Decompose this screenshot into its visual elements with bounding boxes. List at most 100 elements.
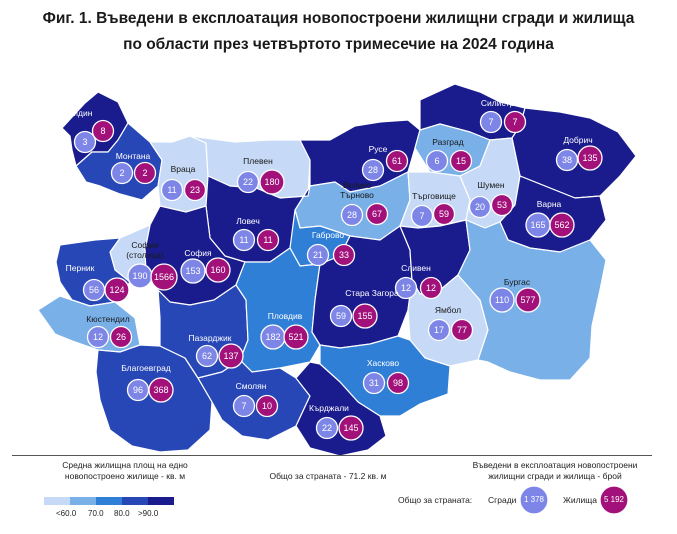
dwellings-count: 155 — [357, 311, 372, 321]
buildings-bubble — [479, 110, 503, 134]
legend-buildings-bubble — [519, 485, 549, 515]
buildings-count: 21 — [313, 250, 323, 260]
map-title-line-1: Фиг. 1. Въведени в експлоатация новопост… — [42, 10, 635, 27]
region-label: Добрич — [563, 135, 592, 145]
buildings-count: 96 — [133, 385, 143, 395]
buildings-count: 62 — [202, 351, 212, 361]
buildings-count: 59 — [336, 311, 346, 321]
dwellings-bubble — [577, 145, 603, 171]
dwellings-bubble — [104, 277, 130, 303]
region-label: Ловеч — [236, 216, 260, 226]
dwellings-count: 160 — [210, 265, 225, 275]
dwellings-bubble — [283, 324, 309, 350]
buildings-count: 20 — [475, 202, 485, 212]
buildings-count: 11 — [239, 235, 248, 245]
region-label: Велико — [343, 180, 372, 190]
buildings-bubble — [236, 170, 260, 194]
region-label: Враца — [171, 164, 196, 174]
buildings-count: 28 — [368, 165, 378, 175]
dwellings-count: 67 — [372, 209, 382, 219]
buildings-bubble — [195, 344, 219, 368]
buildings-count: 2 — [119, 168, 124, 178]
buildings-bubble — [340, 203, 364, 227]
buildings-count: 3 — [82, 137, 87, 147]
dwellings-count: 562 — [554, 220, 569, 230]
region-label: Кърджали — [309, 403, 349, 413]
buildings-count: 12 — [401, 283, 411, 293]
buildings-count: 182 — [265, 332, 280, 342]
buildings-bubble — [160, 178, 184, 202]
region-label: София — [131, 240, 159, 250]
dwellings-bubble — [133, 161, 157, 185]
region-label: Перник — [66, 263, 95, 273]
dwellings-bubble — [332, 243, 356, 267]
region-label: Търговище — [412, 191, 456, 201]
legend-dwellings-bubble — [599, 485, 629, 515]
legend-dwellings-label: Жилища — [563, 495, 598, 505]
legend-tick-80: 80.0 — [114, 509, 130, 518]
buildings-bubble — [468, 195, 492, 219]
region-label: Благоевград — [121, 363, 171, 373]
region-label: Габрово — [312, 230, 345, 240]
region-label: София — [184, 248, 212, 258]
dwellings-count: 61 — [392, 156, 402, 166]
dwellings-bubble — [259, 169, 285, 195]
dwellings-count: 180 — [264, 177, 279, 187]
dwellings-bubble — [218, 343, 244, 369]
buildings-count: 28 — [347, 210, 357, 220]
map-title-line-2: по области през четвъртото тримесечие на… — [123, 36, 554, 53]
region-label: Варна — [537, 199, 562, 209]
dwellings-count: 15 — [456, 156, 466, 166]
dwellings-count: 135 — [582, 153, 597, 163]
buildings-count: 31 — [369, 378, 379, 388]
region-label: Кюстендил — [86, 314, 130, 324]
buildings-bubble — [110, 161, 134, 185]
dwellings-bubble — [419, 276, 443, 300]
region-label: Стара Загора — [345, 288, 399, 298]
region-label: Хасково — [367, 358, 400, 368]
legend-separator — [12, 455, 652, 456]
buildings-count: 165 — [530, 220, 545, 230]
dwellings-count: 577 — [520, 295, 535, 305]
region-label: Сливен — [401, 263, 431, 273]
legend-buildings-total: 1 378 — [523, 495, 545, 504]
buildings-count: 7 — [488, 117, 493, 127]
region-label: Пловдив — [268, 311, 303, 321]
dwellings-count: 98 — [393, 378, 403, 388]
dwellings-count: 137 — [223, 351, 238, 361]
buildings-count: 22 — [322, 423, 332, 433]
legend-swatch-lt80 — [96, 497, 122, 505]
dwellings-bubble — [338, 415, 364, 441]
dwellings-bubble — [150, 263, 178, 291]
legend-swatch-gt90 — [148, 497, 174, 505]
buildings-bubble — [394, 276, 418, 300]
buildings-bubble — [315, 416, 339, 440]
dwellings-count: 77 — [457, 325, 467, 335]
dwellings-bubble — [255, 394, 279, 418]
region-label: Шумен — [477, 180, 505, 190]
buildings-bubble — [232, 394, 256, 418]
dwellings-bubble — [432, 202, 456, 226]
buildings-count: 7 — [241, 401, 246, 411]
country-total-label: Общо за страната: — [398, 495, 473, 505]
dwellings-count: 12 — [426, 283, 436, 293]
buildings-count: 38 — [562, 155, 572, 165]
buildings-bubble — [86, 325, 110, 349]
buildings-bubble — [306, 243, 330, 267]
dwellings-bubble — [183, 178, 207, 202]
dwellings-bubble — [385, 149, 409, 173]
buildings-count: 110 — [495, 295, 509, 305]
buildings-bubble — [73, 130, 97, 154]
counts-legend-title-line-2: жилищни сгради и жилища - брой — [488, 471, 622, 481]
dwellings-bubble — [515, 287, 541, 313]
buildings-count: 190 — [132, 271, 147, 281]
buildings-bubble — [329, 304, 353, 328]
region-label: Смолян — [236, 381, 267, 391]
dwellings-count: 1566 — [154, 272, 174, 282]
buildings-count: 22 — [243, 177, 253, 187]
buildings-count: 17 — [434, 325, 444, 335]
region-label: Пазарджик — [188, 333, 231, 343]
dwellings-bubble — [352, 303, 378, 329]
dwellings-count: 124 — [109, 285, 124, 295]
counts-legend-title-line-1: Въведени в експлоатация новопостроени — [472, 460, 638, 470]
